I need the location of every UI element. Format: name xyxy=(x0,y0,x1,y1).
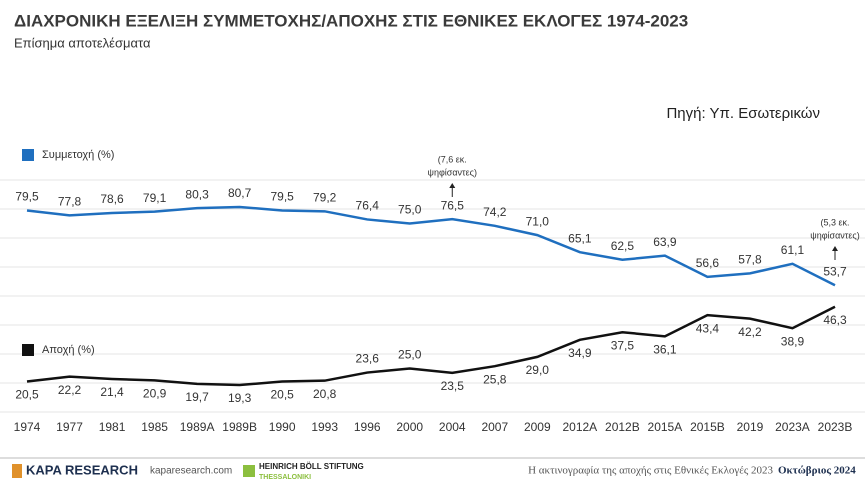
data-label: 20,9 xyxy=(143,387,167,401)
x-tick-label: 2004 xyxy=(439,420,466,434)
data-label: 21,4 xyxy=(100,385,124,399)
data-label: 23,6 xyxy=(356,352,380,366)
data-label: 53,7 xyxy=(823,264,847,278)
x-tick-label: 2023Β xyxy=(818,420,853,434)
legend-label: Αποχή (%) xyxy=(42,344,95,356)
x-tick-label: 2012Α xyxy=(562,420,597,434)
x-tick-label: 1993 xyxy=(311,420,338,434)
legend-label: Συμμετοχή (%) xyxy=(42,149,114,161)
data-label: 79,2 xyxy=(313,190,337,204)
footer-report: Η ακτινογραφία της αποχής στις Εθνικές Ε… xyxy=(528,465,773,477)
annotation: (5,3 εκ. xyxy=(820,217,849,227)
data-label: 38,9 xyxy=(781,334,805,348)
x-tick-label: 2012Β xyxy=(605,420,640,434)
chart-subtitle: Επίσημα αποτελέσματα xyxy=(14,35,151,50)
x-tick-label: 2000 xyxy=(396,420,423,434)
footer-site: kaparesearch.com xyxy=(150,466,232,477)
data-label: 71,0 xyxy=(526,214,550,228)
data-label: 76,5 xyxy=(441,198,465,212)
footer-date: Οκτώβριος 2024 xyxy=(778,465,856,477)
data-label: 77,8 xyxy=(58,195,82,209)
footer-city: THESSALONIKI xyxy=(259,474,311,481)
brand-logo xyxy=(12,464,22,478)
data-label: 20,8 xyxy=(313,387,337,401)
footer-brand: KAPA RESEARCH xyxy=(26,462,138,477)
data-label: 76,4 xyxy=(356,199,380,213)
data-label: 74,2 xyxy=(483,205,507,219)
x-tick-label: 2007 xyxy=(481,420,508,434)
series-line xyxy=(26,305,836,387)
data-label: 36,1 xyxy=(653,342,677,356)
data-label: 78,6 xyxy=(100,192,124,206)
data-label: 22,2 xyxy=(58,383,82,397)
x-tick-label: 2015Β xyxy=(690,420,725,434)
annotation: ψηφίσαντες) xyxy=(810,230,859,240)
annotation-arrowhead xyxy=(832,246,838,251)
source: Πηγή: Υπ. Εσωτερικών xyxy=(666,105,820,122)
data-label: 65,1 xyxy=(568,231,592,245)
x-tick-label: 1977 xyxy=(56,420,83,434)
data-label: 80,7 xyxy=(228,186,252,200)
x-tick-label: 1985 xyxy=(141,420,168,434)
data-label: 63,9 xyxy=(653,235,677,249)
data-label: 79,1 xyxy=(143,191,167,205)
data-label: 75,0 xyxy=(398,203,422,217)
x-tick-label: 1989Β xyxy=(222,420,257,434)
x-tick-label: 1996 xyxy=(354,420,381,434)
data-label: 62,5 xyxy=(611,239,635,253)
annotation-arrowhead xyxy=(449,183,456,188)
data-label: 56,6 xyxy=(696,256,720,270)
data-label: 80,3 xyxy=(185,187,209,201)
data-label: 23,5 xyxy=(441,379,465,393)
data-label: 25,0 xyxy=(398,348,422,362)
x-tick-label: 2015Α xyxy=(648,420,683,434)
data-label: 79,5 xyxy=(15,190,39,204)
footer-foundation: HEINRICH BÖLL STIFTUNG xyxy=(259,462,364,471)
foundation-logo xyxy=(243,465,255,477)
legend-swatch xyxy=(22,344,34,356)
x-tick-label: 2019 xyxy=(737,420,764,434)
data-label: 19,7 xyxy=(185,390,209,404)
chart-title: ΔΙΑΧΡΟΝΙΚΗ ΕΞΕΛΙΞΗ ΣΥΜΜΕΤΟΧΗΣ/ΑΠΟΧΗΣ ΣΤΙ… xyxy=(14,11,688,30)
data-label: 20,5 xyxy=(270,388,294,402)
annotation: (7,6 εκ. xyxy=(438,154,467,164)
data-label: 20,5 xyxy=(15,388,39,402)
data-label: 19,3 xyxy=(228,391,252,405)
legend-swatch xyxy=(22,149,34,161)
series-line xyxy=(26,205,836,287)
annotation: ψηφίσαντες) xyxy=(428,167,477,177)
data-label: 46,3 xyxy=(823,313,847,327)
data-label: 57,8 xyxy=(738,253,762,267)
data-label: 29,0 xyxy=(526,363,550,377)
x-tick-label: 2023Α xyxy=(775,420,810,434)
x-tick-label: 2009 xyxy=(524,420,551,434)
x-tick-label: 1989Α xyxy=(180,420,215,434)
data-label: 79,5 xyxy=(270,190,294,204)
x-tick-label: 1974 xyxy=(14,420,41,434)
data-label: 43,4 xyxy=(696,321,720,335)
data-label: 61,1 xyxy=(781,243,805,257)
data-label: 37,5 xyxy=(611,338,635,352)
data-label: 34,9 xyxy=(568,346,592,360)
x-tick-label: 1981 xyxy=(99,420,126,434)
data-label: 25,8 xyxy=(483,372,507,386)
x-tick-label: 1990 xyxy=(269,420,296,434)
data-label: 42,2 xyxy=(738,325,762,339)
